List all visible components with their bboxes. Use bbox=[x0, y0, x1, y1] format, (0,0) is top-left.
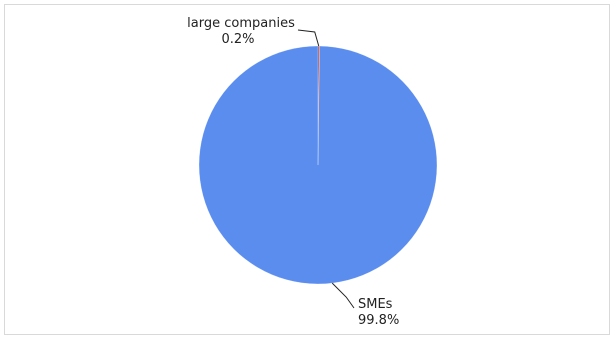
label-smes-value: 99.8% bbox=[358, 313, 399, 328]
leader-line-large-companies bbox=[297, 29, 320, 47]
leader-line-smes bbox=[331, 282, 355, 309]
label-large-companies-name: large companies bbox=[187, 16, 295, 31]
label-large-companies-value: 0.2% bbox=[221, 32, 254, 47]
leader-lines bbox=[297, 29, 355, 309]
label-large-companies: large companies 0.2% bbox=[187, 16, 295, 47]
label-smes: SMEs 99.8% bbox=[358, 297, 399, 328]
label-smes-name: SMEs bbox=[358, 297, 393, 312]
pie-slices bbox=[198, 45, 438, 285]
pie-slice-smes bbox=[198, 45, 438, 285]
